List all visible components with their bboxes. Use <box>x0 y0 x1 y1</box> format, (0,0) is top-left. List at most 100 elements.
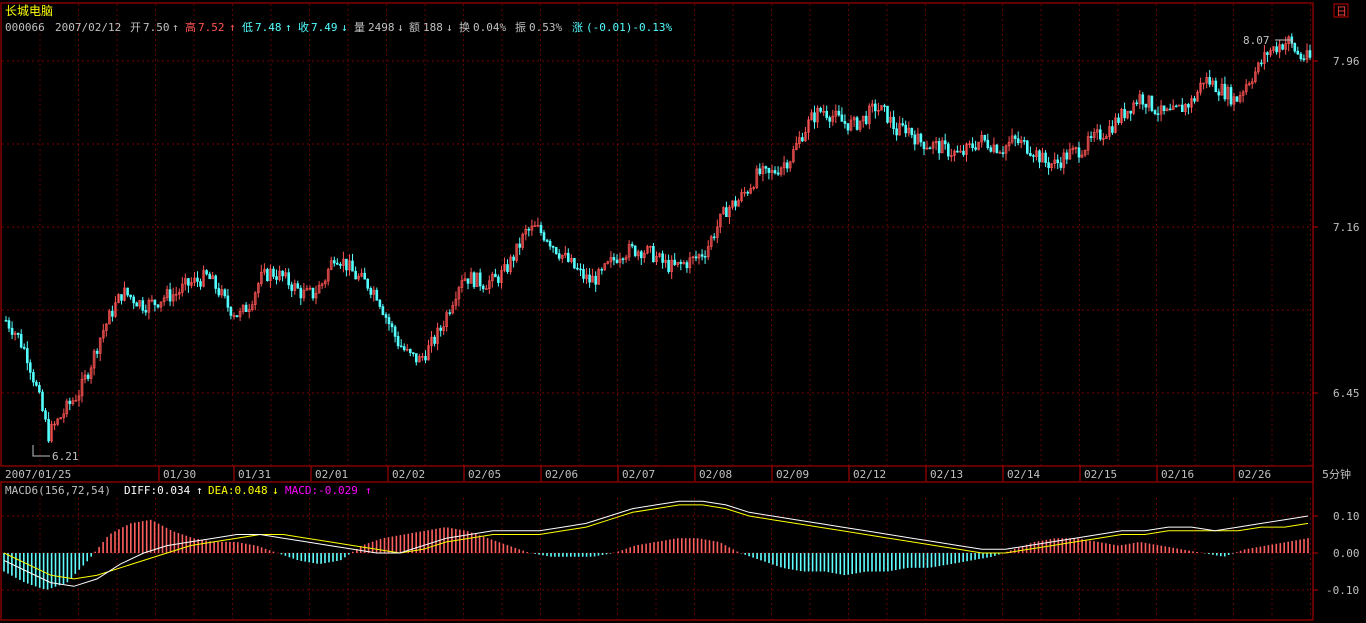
candle-body <box>360 272 363 277</box>
candle-body <box>339 263 342 266</box>
period-badge[interactable] <box>1333 3 1349 18</box>
x-tick-label: 02/14 <box>1007 468 1040 481</box>
candle-body <box>737 200 740 207</box>
candle-body <box>1138 94 1142 105</box>
price-panel-frame <box>0 2 1314 467</box>
candle-body <box>490 273 494 282</box>
candle-body <box>1175 105 1178 108</box>
candle-body <box>919 133 923 143</box>
candle-body <box>381 306 385 315</box>
candle-body <box>612 257 616 261</box>
candle-body <box>421 356 424 358</box>
candle-body <box>1278 44 1281 53</box>
min-annotation: 6.21 <box>32 445 79 463</box>
candle-body <box>56 418 60 425</box>
candle-body <box>1299 53 1303 60</box>
candle-body <box>1041 152 1044 163</box>
candle-body <box>1111 126 1114 133</box>
candle-body <box>217 288 221 296</box>
candle-body <box>767 167 771 173</box>
candle-body <box>968 143 971 145</box>
candle-body <box>667 259 670 273</box>
open-value: 7.50 <box>143 21 170 34</box>
candle-body <box>317 284 321 294</box>
candle-body <box>132 296 135 304</box>
candle-body <box>174 293 178 296</box>
candle-body <box>877 109 880 112</box>
x-tick-label: 02/05 <box>468 468 501 481</box>
candle-body <box>50 423 53 442</box>
low-label: 低 <box>242 21 253 34</box>
candle-body <box>706 246 710 258</box>
candle-body <box>904 124 908 134</box>
candle-body <box>41 391 44 412</box>
amplitude-label: 振 <box>515 20 526 34</box>
candle-body <box>153 299 157 305</box>
candle-body <box>691 256 695 259</box>
candle-body <box>71 400 75 405</box>
candle-body <box>801 137 804 142</box>
candle-body <box>1089 136 1093 138</box>
volume-down-arrow-icon: ↓ <box>397 21 404 34</box>
candle-body <box>1004 145 1008 154</box>
x-tick-label: 01/30 <box>163 468 196 481</box>
high-label: 高 <box>185 20 196 34</box>
candle-body <box>591 275 594 283</box>
candle-body <box>712 236 716 239</box>
candle-body <box>427 345 430 361</box>
candle-body <box>1019 140 1023 143</box>
candle-body <box>913 134 917 145</box>
candle-body <box>363 272 367 280</box>
candle-body <box>448 312 452 315</box>
candle-body <box>16 332 20 335</box>
candle-body <box>688 257 692 269</box>
candle-body <box>518 243 522 248</box>
candle-body <box>570 258 573 262</box>
candle-body <box>241 304 245 312</box>
candle-body <box>949 155 953 157</box>
candle-body <box>138 300 141 307</box>
candle-body <box>436 327 439 344</box>
candle-body <box>646 246 649 254</box>
candle-body <box>928 147 932 150</box>
candle-body <box>633 245 637 257</box>
x-tick-label: 2007/01/25 <box>5 468 71 481</box>
x-tick-label: 02/12 <box>853 468 886 481</box>
candle-body <box>1123 109 1126 119</box>
candle-body <box>1187 104 1190 108</box>
candle-body <box>527 228 531 231</box>
x-tick-label: 02/13 <box>930 468 963 481</box>
candle-body <box>102 330 105 339</box>
candle-body <box>323 280 327 285</box>
candle-body <box>345 258 348 271</box>
candle-body <box>664 259 667 263</box>
macd-y-tick-label: 0.10 <box>1333 510 1360 523</box>
candle-body <box>1010 135 1014 143</box>
candle-body <box>408 348 412 353</box>
candle-body <box>269 268 272 281</box>
candle-body <box>284 272 287 277</box>
candle-body <box>1129 110 1132 114</box>
period-selector[interactable]: 5分钟 <box>1322 467 1351 481</box>
candle-body <box>1208 77 1211 85</box>
candle-body <box>752 187 756 189</box>
candle-body <box>1305 50 1309 60</box>
candle-body <box>1086 136 1090 151</box>
candle-body <box>1141 94 1145 105</box>
candle-body <box>636 251 640 257</box>
candle-body <box>843 121 847 124</box>
candle-body <box>1269 50 1272 55</box>
quote-bar: 000066 2007/02/12 开 7.50 ↑ 高 7.52 ↑ 低 7.… <box>5 20 672 34</box>
candle-body <box>1247 83 1251 85</box>
candle-body <box>1238 95 1242 102</box>
max-annotation: 8.07 <box>1243 34 1293 48</box>
candle-body <box>956 150 959 153</box>
candle-body <box>506 264 509 272</box>
candle-body <box>986 139 990 148</box>
candle-body <box>1217 91 1221 96</box>
candle-body <box>1156 113 1160 115</box>
candle-body <box>1293 42 1297 52</box>
close-down-arrow-icon: ↓ <box>341 21 348 34</box>
candle-body <box>642 252 646 258</box>
